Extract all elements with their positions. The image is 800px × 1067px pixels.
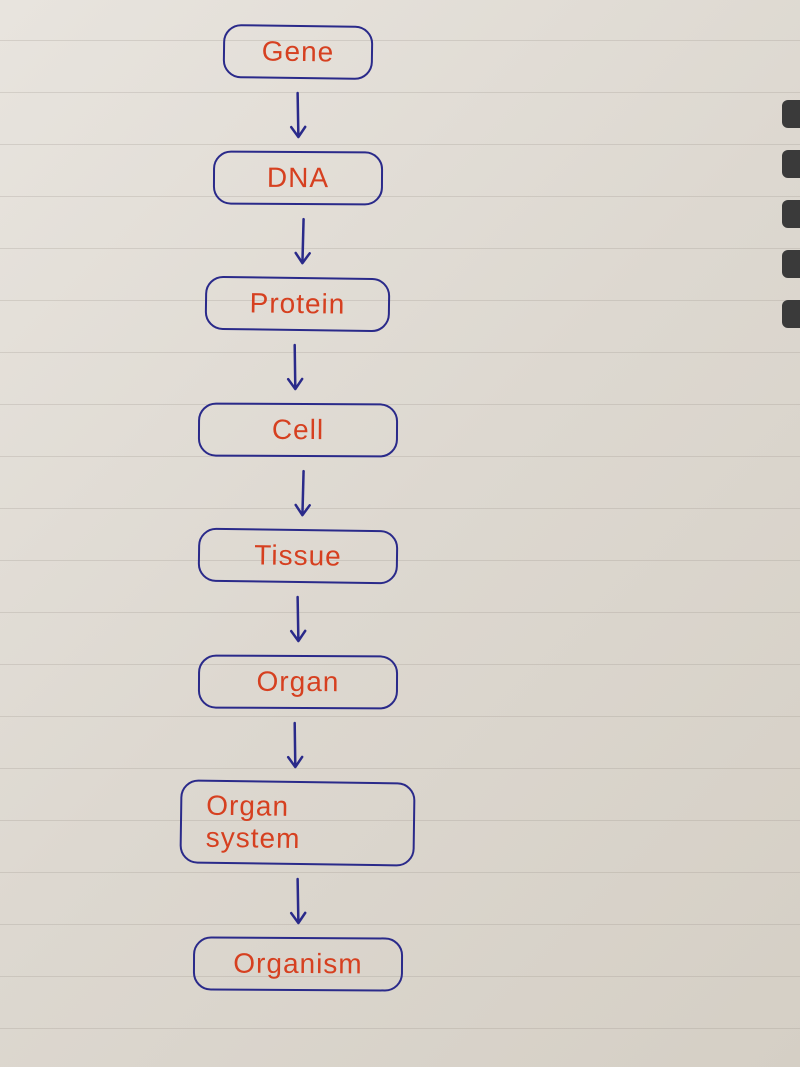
arrow-down-icon [290, 469, 315, 518]
arrow-down-icon [282, 343, 307, 391]
node-label: Cell [271, 414, 323, 446]
arrow-down-icon [290, 217, 315, 266]
node-label: Protein [249, 287, 345, 320]
arrow-down-icon [285, 877, 310, 925]
flowchart-node: Cell [197, 402, 397, 457]
spiral-ring [782, 150, 800, 178]
node-label: DNA [266, 162, 328, 194]
flowchart-node: Organism [192, 936, 402, 991]
node-label: Gene [261, 35, 334, 68]
flowchart-node: Organ system [179, 779, 415, 866]
flowchart-node: DNA [212, 151, 382, 206]
node-label: Tissue [254, 539, 342, 572]
flowchart-node: Gene [222, 24, 373, 80]
hierarchy-flowchart: Gene DNA Protein Cell Tissue Organ Organ syste… [180, 25, 415, 991]
arrow-down-icon [285, 595, 310, 643]
node-label: Organism [233, 948, 363, 981]
spiral-ring [782, 250, 800, 278]
spiral-ring [782, 100, 800, 128]
flowchart-node: Organ [197, 654, 397, 709]
node-label: Organ [256, 666, 339, 698]
arrow-down-icon [282, 721, 307, 769]
spiral-binding [782, 100, 800, 328]
node-label: Organ system [206, 790, 390, 857]
spiral-ring [782, 300, 800, 328]
flowchart-node: Tissue [197, 528, 398, 585]
flowchart-node: Protein [205, 276, 391, 333]
spiral-ring [782, 200, 800, 228]
arrow-down-icon [285, 91, 310, 139]
